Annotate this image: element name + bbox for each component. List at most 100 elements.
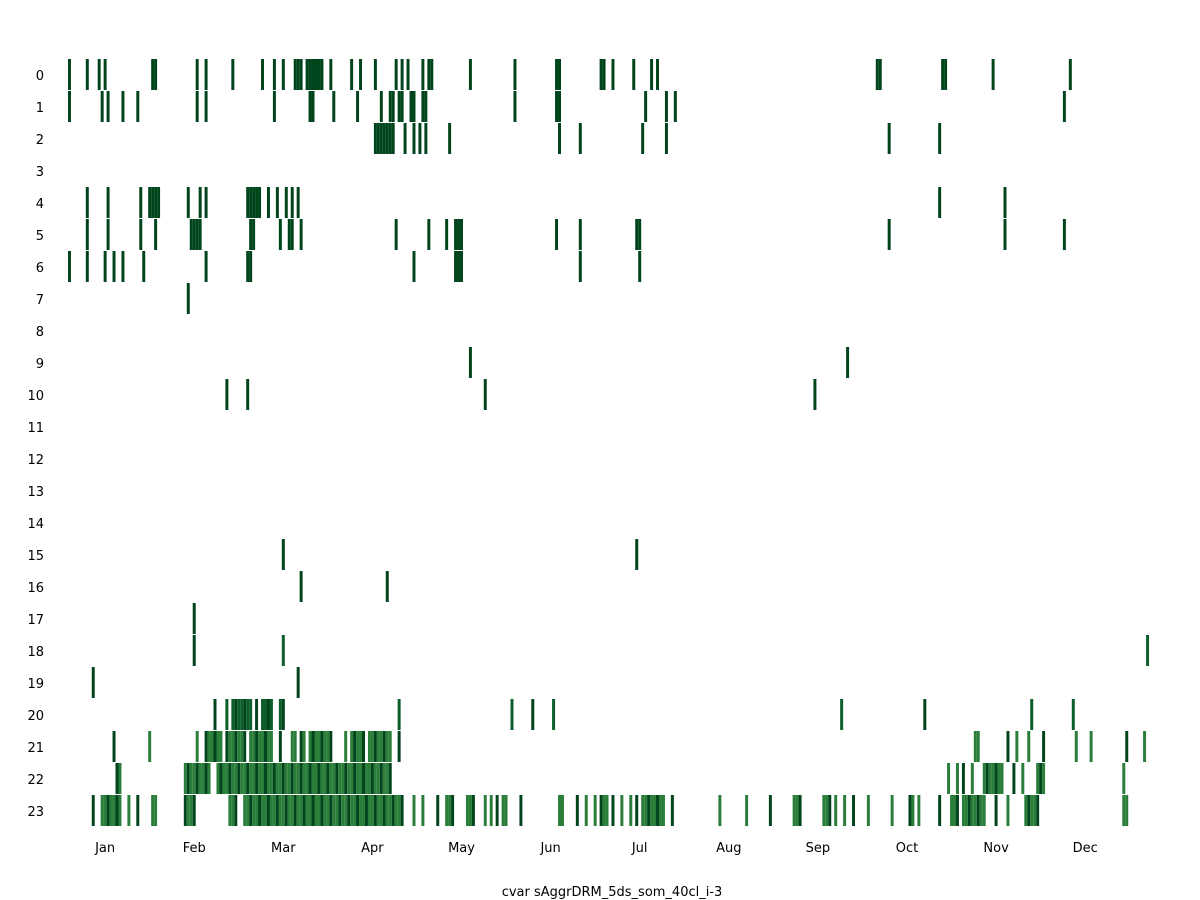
heatmap-cell-0-122 — [427, 59, 431, 90]
heatmap-cell-22-310 — [985, 763, 989, 794]
heatmap-cell-21-345 — [1089, 731, 1093, 762]
heatmap-cell-23-278 — [890, 795, 894, 826]
heatmap-cell-23-323 — [1024, 795, 1028, 826]
heatmap-cell-22-56 — [231, 763, 235, 794]
heatmap-cell-22-54 — [225, 763, 229, 794]
heatmap-cell-22-46 — [201, 763, 205, 794]
heatmap-cell-5-122 — [427, 219, 431, 250]
heatmap-cell-22-64 — [255, 763, 259, 794]
x-tick-label-apr: Apr — [361, 841, 384, 856]
heatmap-cell-21-102 — [367, 731, 371, 762]
heatmap-cell-23-92 — [338, 795, 342, 826]
heatmap-cell-22-102 — [367, 763, 371, 794]
heatmap-cell-22-305 — [970, 763, 974, 794]
heatmap-cell-15-192 — [635, 539, 639, 570]
heatmap-cell-1-120 — [421, 91, 425, 122]
heatmap-cell-23-86 — [320, 795, 324, 826]
heatmap-cell-4-28 — [148, 187, 152, 218]
heatmap-cell-9-263 — [846, 347, 850, 378]
heatmap-cell-23-120 — [421, 795, 425, 826]
heatmap-cell-21-57 — [234, 731, 238, 762]
heatmap-cell-22-71 — [275, 763, 279, 794]
heatmap-cell-22-93 — [341, 763, 345, 794]
heatmap-cell-22-322 — [1021, 763, 1025, 794]
heatmap-cell-23-29 — [151, 795, 155, 826]
heatmap-cell-23-324 — [1027, 795, 1031, 826]
heatmap-cell-23-76 — [290, 795, 294, 826]
y-tick-label-3: 3 — [36, 165, 44, 180]
y-tick-label-20: 20 — [27, 709, 44, 724]
heatmap-cell-5-62 — [249, 219, 253, 250]
heatmap-cell-21-28 — [148, 731, 152, 762]
heatmap-cell-23-153 — [519, 795, 523, 826]
heatmap-cell-4-45 — [198, 187, 202, 218]
heatmap-cell-23-108 — [385, 795, 389, 826]
heatmap-cell-20-261 — [840, 699, 844, 730]
heatmap-cell-22-97 — [353, 763, 357, 794]
heatmap-cell-1-14 — [106, 91, 110, 122]
heatmap-cell-0-111 — [394, 59, 398, 90]
heatmap-cell-21-84 — [314, 731, 318, 762]
heatmap-cell-0-66 — [261, 59, 265, 90]
heatmap-cell-23-79 — [299, 795, 303, 826]
heatmap-cell-23-89 — [329, 795, 333, 826]
heatmap-cell-20-150 — [510, 699, 514, 730]
heatmap-cell-4-7 — [85, 187, 89, 218]
heatmap-cell-4-74 — [284, 187, 288, 218]
heatmap-cell-23-309 — [982, 795, 986, 826]
heatmap-cell-23-175 — [584, 795, 588, 826]
heatmap-cell-23-105 — [376, 795, 380, 826]
heatmap-cell-23-184 — [611, 795, 615, 826]
heatmap-cell-5-25 — [139, 219, 143, 250]
heatmap-cell-23-16 — [112, 795, 116, 826]
heatmap-cell-20-164 — [552, 699, 556, 730]
heatmap-cell-20-54 — [225, 699, 229, 730]
heatmap-cell-20-57 — [234, 699, 238, 730]
heatmap-cell-23-112 — [397, 795, 401, 826]
y-tick-label-7: 7 — [36, 293, 44, 308]
heatmap-cell-1-83 — [311, 91, 315, 122]
heatmap-cell-23-65 — [258, 795, 262, 826]
heatmap-cell-4-294 — [938, 187, 942, 218]
heatmap-cell-21-108 — [385, 731, 389, 762]
heatmap-cell-23-181 — [602, 795, 606, 826]
heatmap-cell-23-107 — [382, 795, 386, 826]
heatmap-cell-20-325 — [1030, 699, 1034, 730]
heatmap-cell-0-273 — [875, 59, 879, 90]
heatmap-cell-23-145 — [495, 795, 499, 826]
heatmap-cell-0-77 — [293, 59, 297, 90]
heatmap-cell-23-327 — [1036, 795, 1040, 826]
heatmap-cell-23-356 — [1122, 795, 1126, 826]
heatmap-cell-21-64 — [255, 731, 259, 762]
heatmap-cell-22-53 — [222, 763, 226, 794]
y-tick-label-2: 2 — [36, 133, 44, 148]
heatmap-cell-6-132 — [457, 251, 461, 282]
heatmap-cell-23-137 — [471, 795, 475, 826]
heatmap-cell-22-328 — [1039, 763, 1043, 794]
heatmap-cell-23-77 — [293, 795, 297, 826]
heatmap-cell-23-18 — [118, 795, 122, 826]
heatmap-cell-0-78 — [296, 59, 300, 90]
heatmap-cell-23-262 — [843, 795, 847, 826]
heatmap-cell-23-98 — [356, 795, 360, 826]
heatmap-cell-5-111 — [394, 219, 398, 250]
heatmap-cell-22-65 — [258, 763, 262, 794]
x-tick-label-feb: Feb — [183, 841, 206, 856]
heatmap-cell-23-17 — [115, 795, 119, 826]
heatmap-cell-6-117 — [412, 251, 416, 282]
y-tick-label-12: 12 — [27, 453, 44, 468]
heatmap-cell-23-129 — [448, 795, 452, 826]
heatmap-cell-21-59 — [240, 731, 244, 762]
heatmap-cell-0-56 — [231, 59, 235, 90]
heatmap-cell-23-93 — [341, 795, 345, 826]
heatmap-cell-23-196 — [647, 795, 651, 826]
heatmap-cell-1-117 — [412, 91, 416, 122]
heatmap-cell-22-81 — [305, 763, 309, 794]
heatmap-cell-20-50 — [213, 699, 217, 730]
heatmap-cell-23-82 — [308, 795, 312, 826]
heatmap-cell-0-296 — [944, 59, 948, 90]
heatmap-cell-0-29 — [151, 59, 155, 90]
heatmap-cell-23-143 — [489, 795, 493, 826]
heatmap-cell-10-61 — [246, 379, 250, 410]
heatmap-cell-22-75 — [287, 763, 291, 794]
